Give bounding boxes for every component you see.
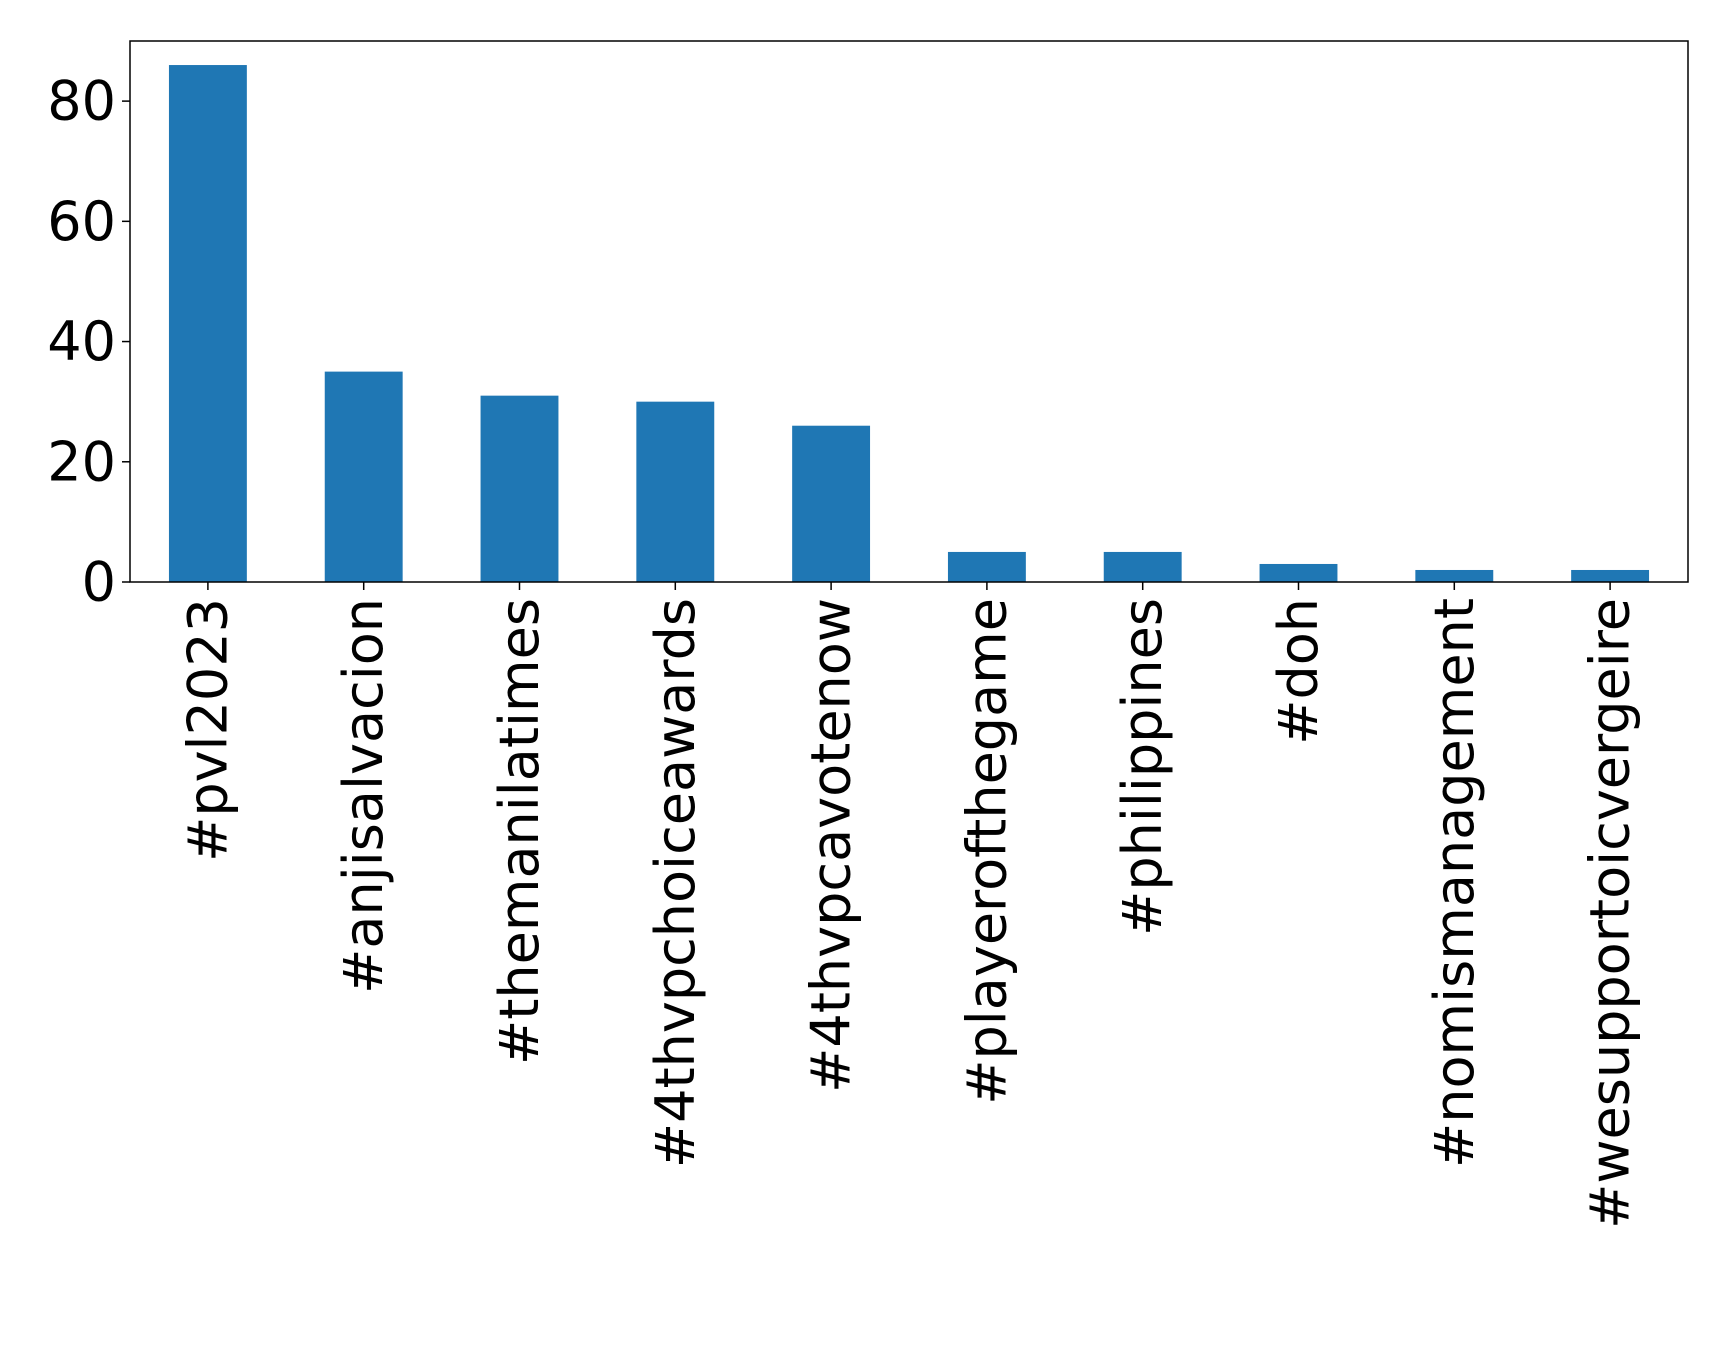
plot-frame bbox=[129, 40, 1689, 583]
y-axis: 0 20 40 60 80 bbox=[47, 70, 130, 614]
bar bbox=[168, 65, 247, 583]
y-tick-label: 0 bbox=[82, 551, 116, 614]
x-tick-label: #playerofthegame bbox=[955, 598, 1018, 1105]
y-tick-label: 20 bbox=[47, 430, 116, 493]
x-axis: #pvl2023 #anjisalvacion #themanilatimes #4t… bbox=[176, 582, 1642, 1229]
x-tick-label: #philippines bbox=[1111, 598, 1174, 936]
x-tick-label: #themanilatimes bbox=[488, 598, 551, 1065]
x-tick-label: #anjisalvacion bbox=[332, 598, 395, 994]
bar bbox=[1259, 563, 1338, 582]
y-tick-label: 80 bbox=[47, 70, 116, 133]
bar bbox=[480, 395, 559, 582]
x-tick-label: #doh bbox=[1267, 598, 1330, 745]
bar bbox=[324, 371, 403, 582]
x-tick-label: #nomismanagement bbox=[1423, 598, 1486, 1168]
bar bbox=[1103, 551, 1182, 582]
y-tick-label: 40 bbox=[47, 310, 116, 373]
bar bbox=[792, 425, 871, 582]
bar bbox=[636, 401, 715, 582]
bar bbox=[1571, 569, 1650, 582]
x-tick-label: #pvl2023 bbox=[176, 598, 239, 862]
x-tick-label: #4thvpcavotenow bbox=[800, 598, 863, 1093]
bars-layer bbox=[168, 65, 1650, 583]
bar bbox=[947, 551, 1026, 582]
x-tick-label: #4thvpchoiceawards bbox=[644, 598, 707, 1168]
x-tick-label: #wesupportoicvergeire bbox=[1579, 598, 1642, 1229]
y-tick-label: 60 bbox=[47, 190, 116, 253]
bar bbox=[1415, 569, 1494, 582]
